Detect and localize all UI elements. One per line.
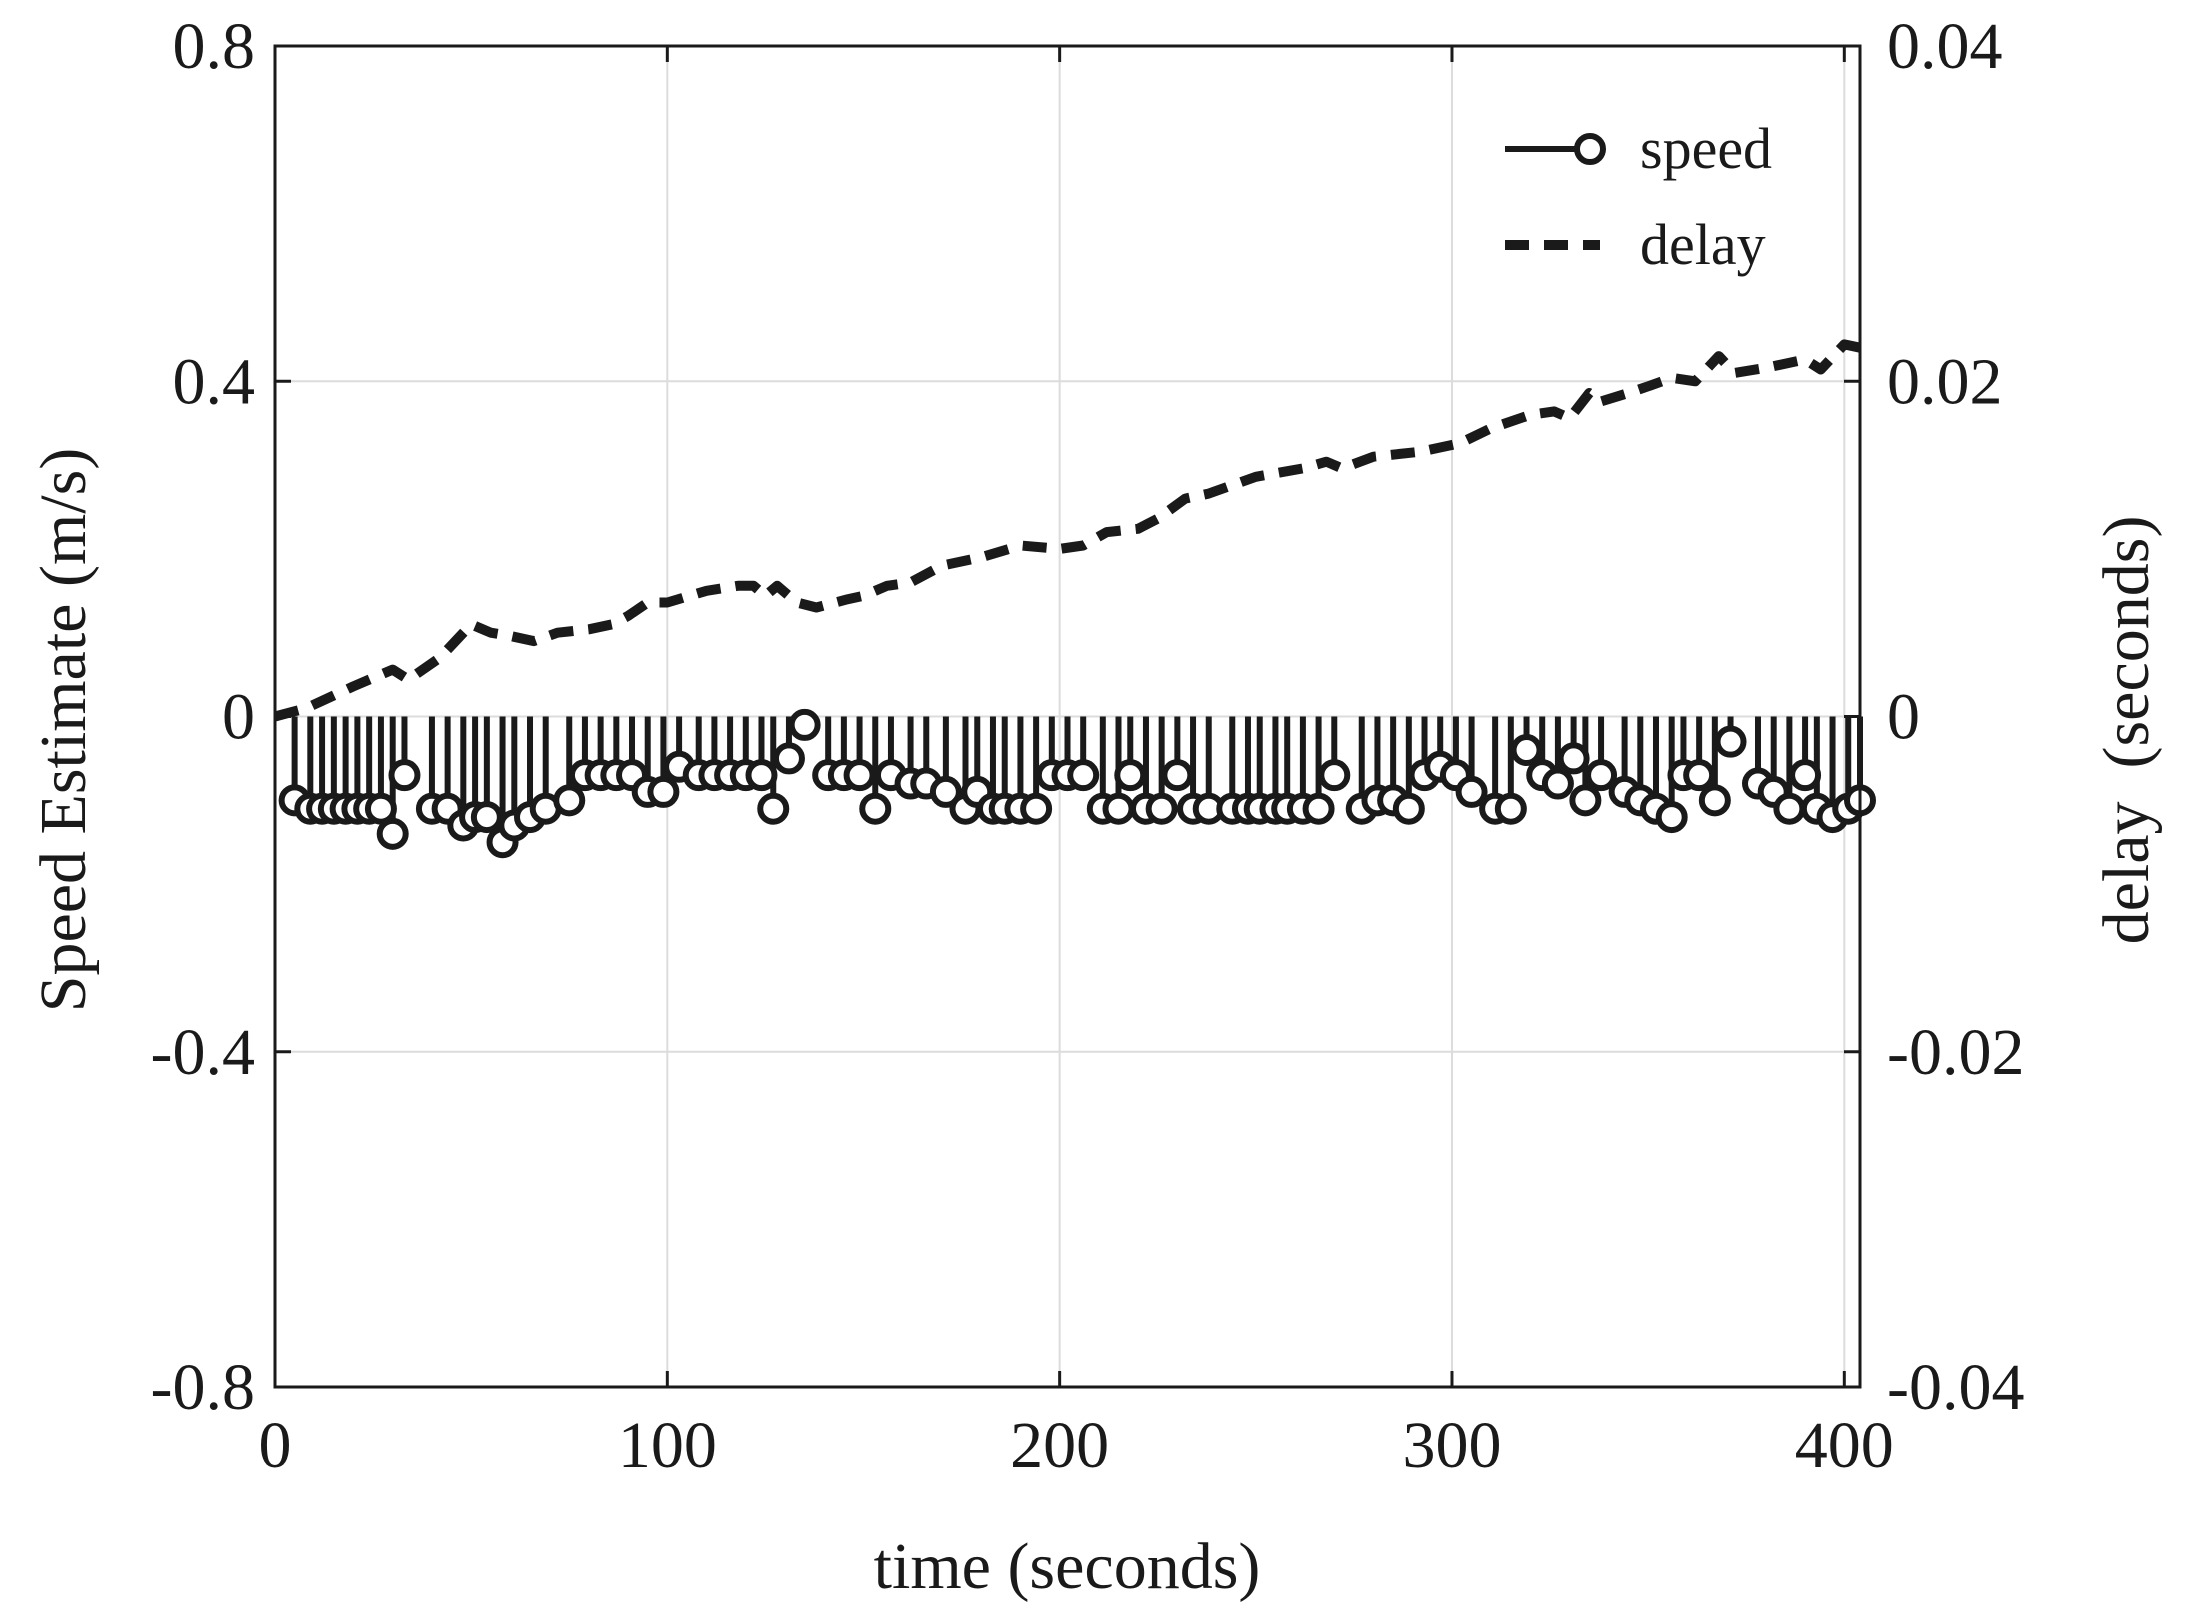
y-tick-label-right: 0.02 <box>1887 345 2003 418</box>
y-axis-label-right: delay (seconds) <box>2090 516 2163 945</box>
speed-marker <box>1102 792 1135 825</box>
delay-line <box>273 339 1862 722</box>
speed-marker <box>1569 784 1602 817</box>
x-tick-label: 300 <box>1402 1409 1501 1482</box>
speed-marker <box>1714 725 1747 758</box>
legend-delay-label: delay <box>1640 212 1766 277</box>
speed-marker <box>388 759 421 792</box>
legend-item-delay: delay <box>1505 212 1766 277</box>
y-tick-label-right: -0.04 <box>1887 1351 2024 1424</box>
speed-marker <box>1161 759 1194 792</box>
speed-marker <box>1392 792 1425 825</box>
speed-marker <box>1655 801 1688 834</box>
speed-marker <box>553 784 586 817</box>
y-tick-label-right: 0 <box>1887 681 1920 754</box>
y-tick-label-left: 0.4 <box>173 345 256 418</box>
x-tick-label: 100 <box>618 1409 717 1482</box>
speed-marker <box>376 817 409 850</box>
legend: speed delay <box>1505 116 1772 277</box>
x-tick-label: 400 <box>1795 1409 1894 1482</box>
speed-marker <box>1557 742 1590 775</box>
x-tick-label: 0 <box>259 1409 292 1482</box>
legend-item-speed: speed <box>1505 116 1772 181</box>
speed-marker <box>1114 759 1147 792</box>
axis-ticks <box>273 44 1860 1389</box>
speed-marker <box>757 792 790 825</box>
y-axis-label-left: Speed Estimate (m/s) <box>27 448 100 1013</box>
tick-labels: 0 100 200 300 400 0.8 0.4 0 -0.4 -0.8 0.04 0.02 0 -0.… <box>151 10 2025 1482</box>
y-tick-label-left: 0 <box>222 681 255 754</box>
speed-marker <box>1455 775 1488 808</box>
speed-marker <box>1510 734 1543 767</box>
delay-series <box>273 339 1862 722</box>
speed-marker <box>470 801 503 834</box>
legend-speed-label: speed <box>1640 116 1772 181</box>
speed-marker <box>929 775 962 808</box>
speed-marker <box>1585 759 1618 792</box>
speed-marker <box>364 792 397 825</box>
speed-marker <box>647 775 680 808</box>
y-tick-label-left: -0.4 <box>151 1016 255 1089</box>
speed-marker <box>1494 792 1527 825</box>
speed-marker <box>1318 759 1351 792</box>
speed-marker <box>1789 759 1822 792</box>
y-tick-label-left: -0.8 <box>151 1351 255 1424</box>
speed-marker <box>1541 767 1574 800</box>
speed-marker <box>1067 759 1100 792</box>
speed-marker <box>772 742 805 775</box>
y-tick-label-right: -0.02 <box>1887 1016 2024 1089</box>
speed-marker <box>1683 759 1716 792</box>
speed-marker <box>1020 792 1053 825</box>
speed-marker <box>745 759 778 792</box>
x-tick-label: 200 <box>1010 1409 1109 1482</box>
speed-marker <box>1302 792 1335 825</box>
speed-marker <box>1145 792 1178 825</box>
speed-marker <box>843 759 876 792</box>
grid-lines <box>275 46 1860 1387</box>
y-tick-label-left: 0.8 <box>173 10 256 83</box>
x-axis-label: time (seconds) <box>874 1530 1261 1603</box>
y-tick-label-right: 0.04 <box>1887 10 2003 83</box>
speed-marker <box>788 708 821 741</box>
speed-marker <box>1773 792 1806 825</box>
speed-marker <box>1698 784 1731 817</box>
speed-marker <box>859 792 892 825</box>
legend-speed-marker <box>1574 133 1606 165</box>
